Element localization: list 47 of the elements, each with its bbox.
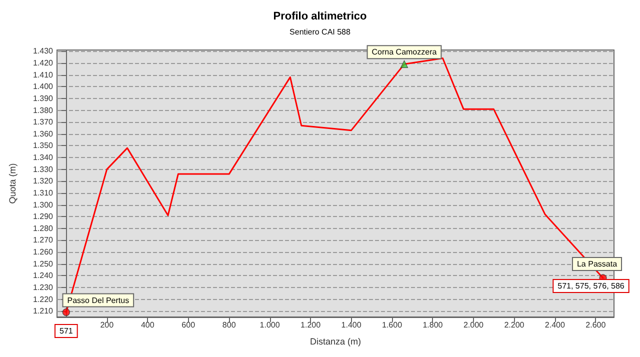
y-tick-label: 1.330 — [32, 164, 54, 174]
x-tick-label: 1.600 — [382, 320, 403, 330]
point — [400, 60, 408, 68]
y-tick-label: 1.240 — [32, 271, 54, 280]
annotation: La Passata — [576, 260, 618, 269]
y-tick-label: 1.340 — [32, 153, 54, 162]
y-tick-label: 1.270 — [32, 236, 54, 245]
x-axis-title: Distanza (m) — [310, 336, 362, 346]
x-tick-label: 800 — [222, 320, 236, 330]
y-tick-label: 1.400 — [32, 82, 54, 92]
x-tick-label: 2.000 — [463, 320, 484, 330]
y-tick-label: 1.370 — [32, 118, 54, 127]
chart-subtitle: Sentiero CAI 588 — [290, 28, 352, 36]
x-tick-label: 200 — [100, 320, 114, 330]
annotation: Passo Del Pertus — [67, 296, 130, 305]
y-tick-label: 1.390 — [32, 94, 54, 103]
y-axis-title: Quota (m) — [8, 163, 18, 204]
x-tick-label: 400 — [140, 320, 155, 330]
point — [62, 308, 70, 316]
x-tick-label: 1.200 — [300, 320, 322, 330]
y-tick-label: 1.230 — [32, 282, 54, 292]
y-tick-label: 1.210 — [32, 306, 54, 316]
x-tick-label: 2.400 — [544, 320, 566, 330]
y-tick-label: 1.350 — [32, 141, 54, 150]
x-tick-label: 1.400 — [341, 320, 362, 330]
y-tick-label: 1.300 — [32, 200, 54, 210]
y-tick-label: 1.410 — [32, 70, 54, 80]
y-tick-label: 1.290 — [32, 212, 54, 222]
y-tick-label: 1.380 — [32, 106, 54, 115]
y-tick-label: 1.220 — [32, 294, 54, 304]
y-tick-label: 1.320 — [32, 176, 54, 186]
y-tick-label: 1.420 — [32, 58, 54, 68]
x-tick-label: 1.000 — [260, 320, 280, 330]
x-tick-label: 1.800 — [422, 320, 444, 330]
chart-title: Profilo altimetrico — [273, 10, 368, 22]
y-tick-label: 1.360 — [32, 129, 54, 138]
annotation: 571, 575, 576, 586 — [558, 282, 625, 291]
annotation: 571 — [59, 326, 74, 336]
y-tick-label: 1.250 — [32, 259, 54, 268]
annotation: Corna Camozzera — [372, 48, 438, 57]
y-tick-label: 1.430 — [32, 46, 54, 56]
y-tick-label: 1.260 — [32, 248, 54, 257]
y-tick-label: 1.310 — [32, 188, 54, 198]
x-tick-label: 2.600 — [586, 320, 606, 330]
x-tick-label: 600 — [182, 320, 196, 330]
x-tick-label: 2.200 — [504, 320, 525, 330]
y-tick-label: 1.280 — [32, 224, 54, 233]
